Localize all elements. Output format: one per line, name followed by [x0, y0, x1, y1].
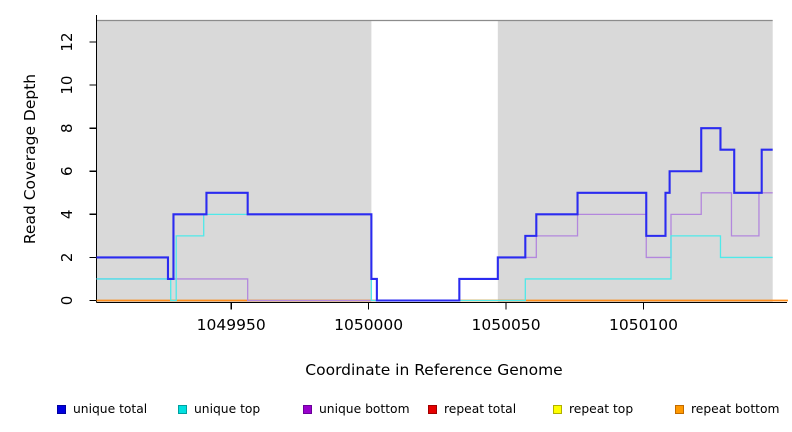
legend-item-repeat-bottom: repeat bottom [675, 402, 779, 417]
legend-swatch-unique-bottom [303, 405, 312, 414]
legend-label: unique bottom [319, 402, 410, 416]
x-tick-label: 1050000 [334, 316, 403, 334]
series-line-unique-total [96, 127, 773, 302]
legend-label: unique total [73, 402, 148, 416]
legend-item-repeat-total: repeat total [428, 402, 516, 417]
x-axis-title: Coordinate in Reference Genome [305, 361, 563, 379]
legend-swatch-repeat-bottom [675, 405, 684, 414]
legend-swatch-repeat-top [553, 405, 562, 414]
y-tick-label: 8 [58, 123, 76, 133]
y-tick-label: 0 [58, 296, 76, 306]
legend-swatch-unique-top [178, 405, 187, 414]
legend-swatch-unique-total [57, 405, 66, 414]
y-tick-label: 10 [58, 76, 76, 95]
y-tick-label: 4 [58, 210, 76, 220]
legend: unique total unique top unique bottom repea… [0, 400, 792, 424]
y-tick-label: 6 [58, 166, 76, 176]
legend-label: repeat bottom [691, 402, 780, 416]
x-tick-label: 1049950 [197, 316, 266, 334]
y-tick-label: 12 [58, 32, 76, 51]
legend-swatch-repeat-total [428, 405, 437, 414]
legend-label: unique top [194, 402, 261, 416]
y-tick-label: 2 [58, 253, 76, 263]
y-axis-title: Read Coverage Depth [21, 73, 39, 245]
x-tick-label: 1050050 [472, 316, 541, 334]
coverage-plot: 0 2 4 6 8 10 12 1049950 1050000 1050050 1050100 [58, 15, 788, 334]
repeat-region-left [96, 20, 372, 302]
legend-item-unique-bottom: unique bottom [303, 402, 410, 417]
legend-item-unique-top: unique top [178, 402, 260, 417]
legend-item-unique-total: unique total [57, 402, 147, 417]
x-tick-label: 1050100 [609, 316, 678, 334]
legend-label: repeat top [569, 402, 634, 416]
legend-label: repeat total [444, 402, 517, 416]
repeat-region-right [497, 20, 773, 302]
legend-item-repeat-top: repeat top [553, 402, 633, 417]
